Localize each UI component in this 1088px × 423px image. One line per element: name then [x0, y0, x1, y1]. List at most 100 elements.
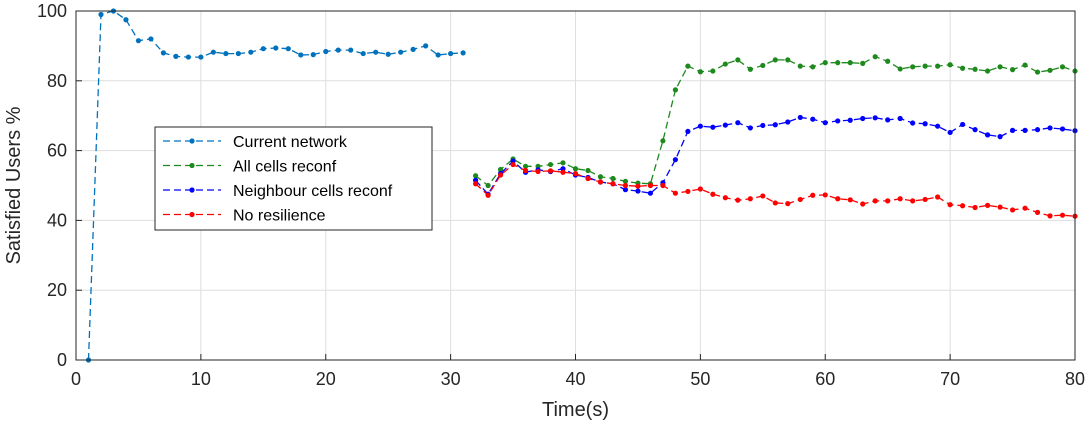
data-point — [822, 60, 828, 66]
data-point — [860, 201, 866, 207]
data-point — [585, 175, 591, 182]
data-point — [547, 168, 554, 174]
data-point — [298, 52, 304, 58]
data-point — [585, 167, 591, 174]
legend-marker — [189, 211, 195, 218]
data-point — [373, 49, 379, 55]
data-point — [285, 46, 291, 52]
data-point — [460, 50, 466, 56]
series-line — [475, 55, 1076, 187]
x-tick-label: 0 — [71, 369, 81, 389]
x-tick-label: 40 — [565, 369, 585, 389]
data-point — [260, 46, 266, 52]
data-point — [610, 181, 616, 187]
series-layer — [85, 8, 1078, 363]
data-point — [510, 161, 516, 168]
data-point — [1022, 127, 1028, 133]
data-point — [797, 63, 803, 69]
plot-frame — [75, 10, 1076, 361]
data-point — [1034, 69, 1041, 75]
data-point — [98, 11, 104, 18]
data-point — [835, 118, 841, 124]
data-point — [1009, 67, 1016, 73]
data-point — [335, 47, 341, 53]
data-point — [897, 115, 903, 122]
data-point — [597, 179, 604, 185]
data-point — [984, 68, 991, 74]
data-point — [810, 64, 816, 70]
data-point — [785, 57, 791, 63]
legend-item: All cells reconf — [163, 159, 337, 176]
data-point — [697, 123, 703, 129]
data-point — [947, 202, 953, 208]
data-point — [910, 64, 916, 70]
x-tick-label: 50 — [690, 369, 710, 389]
data-point — [810, 116, 816, 122]
data-point — [360, 50, 366, 57]
data-point — [1059, 212, 1066, 218]
data-point — [185, 54, 191, 60]
data-point — [997, 204, 1003, 210]
data-point — [572, 171, 579, 177]
y-axis-label: Satisfied Users % — [3, 106, 25, 264]
legend-marker — [189, 187, 195, 193]
data-point — [423, 43, 429, 49]
data-point — [535, 168, 541, 175]
x-tick-label: 10 — [191, 369, 211, 389]
x-axis-label: Time(s) — [542, 399, 609, 421]
data-point — [885, 58, 891, 64]
data-point — [610, 175, 616, 182]
data-point — [910, 198, 916, 204]
data-point — [785, 201, 791, 207]
data-point — [385, 51, 391, 57]
data-point — [685, 128, 691, 135]
data-point — [173, 53, 179, 59]
legend-label: Neighbour cells reconf — [233, 183, 393, 200]
tick-labels: 0 10 20 30 40 50 60 70 80 0 20 40 60 80 100 — [37, 1, 1085, 389]
data-point — [922, 63, 928, 69]
data-point — [1047, 125, 1053, 131]
data-point — [560, 169, 566, 175]
data-point — [622, 187, 629, 193]
data-point — [885, 198, 891, 204]
data-point — [785, 119, 791, 125]
data-point — [910, 120, 916, 126]
data-point — [497, 166, 504, 173]
legend-item: Neighbour cells reconf — [163, 183, 393, 200]
series-line — [475, 116, 1076, 196]
data-point — [747, 196, 753, 202]
data-point — [647, 182, 654, 189]
data-point — [398, 49, 404, 55]
data-point — [697, 186, 703, 192]
data-point — [935, 194, 941, 200]
data-point — [984, 202, 991, 208]
data-point — [722, 122, 728, 128]
data-point — [947, 129, 953, 136]
data-point — [872, 54, 878, 60]
y-tick-label: 60 — [47, 141, 67, 161]
data-point — [760, 62, 766, 69]
data-point — [710, 191, 716, 197]
data-point — [635, 183, 641, 189]
data-point — [1047, 213, 1053, 219]
data-point — [572, 166, 579, 172]
data-point — [810, 192, 816, 198]
data-point — [860, 115, 866, 122]
data-point — [935, 123, 941, 129]
data-point — [1009, 207, 1016, 213]
data-point — [722, 61, 728, 67]
data-point — [847, 117, 853, 123]
data-point — [860, 60, 866, 66]
data-point — [223, 50, 229, 57]
data-point — [473, 181, 479, 187]
data-point — [847, 60, 853, 66]
data-point — [835, 196, 841, 202]
x-tick-label: 20 — [316, 369, 336, 389]
data-point — [984, 132, 991, 138]
data-point — [547, 161, 554, 168]
data-point — [885, 117, 891, 123]
data-point — [872, 198, 878, 204]
data-point — [123, 17, 129, 23]
data-point — [747, 66, 753, 72]
